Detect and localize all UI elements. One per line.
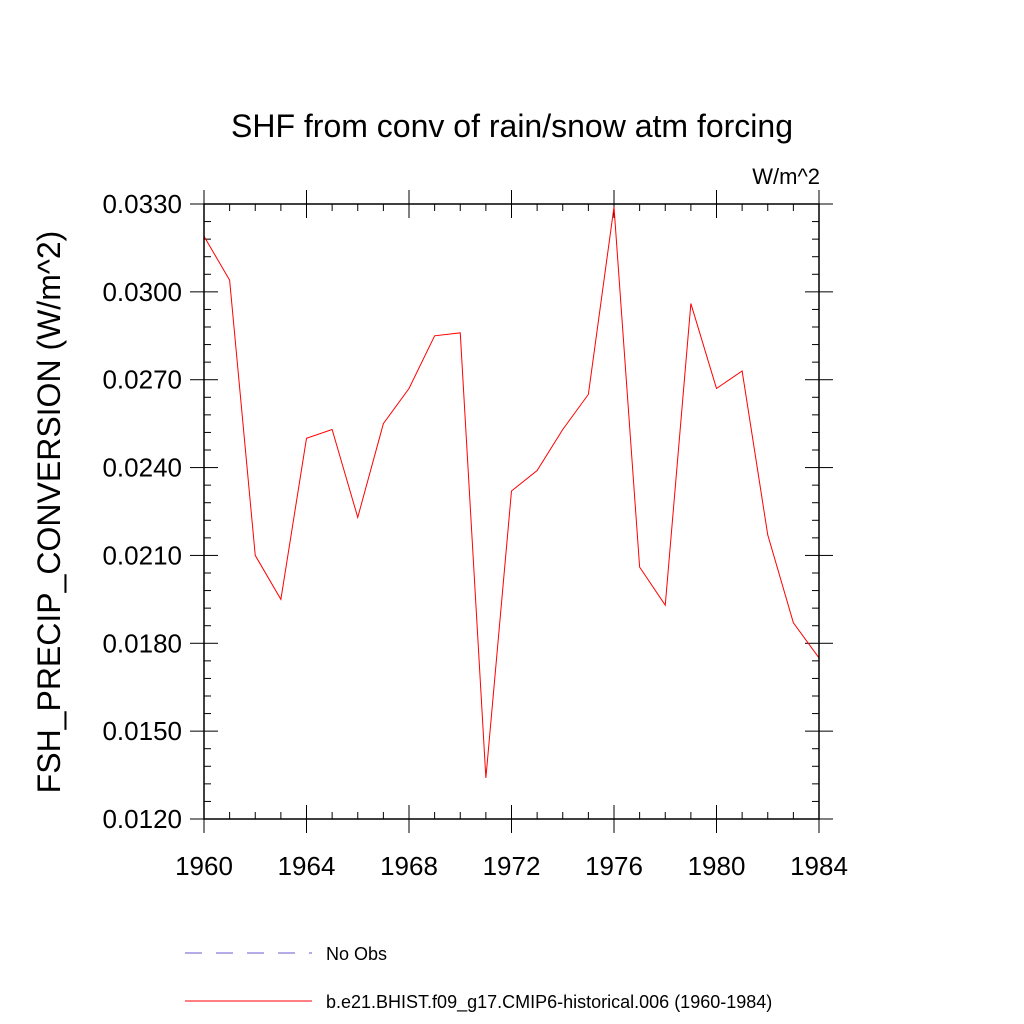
x-tick-label: 1964	[278, 851, 336, 881]
chart-title: SHF from conv of rain/snow atm forcing	[231, 108, 793, 144]
y-axis-label: FSH_PRECIP_CONVERSION (W/m^2)	[31, 231, 67, 794]
plot-frame	[203, 203, 820, 820]
y-tick-label: 0.0180	[102, 628, 182, 658]
y-tick-label: 0.0300	[102, 277, 182, 307]
legend: No Obs b.e21.BHIST.f09_g17.CMIP6-histori…	[185, 944, 772, 1013]
x-tick-label: 1968	[380, 851, 438, 881]
x-tick-label: 1976	[585, 851, 643, 881]
legend-label-no-obs: No Obs	[326, 944, 387, 964]
y-tick-label: 0.0330	[102, 189, 182, 219]
y-tick-label: 0.0150	[102, 716, 182, 746]
x-tick-label: 1972	[483, 851, 541, 881]
x-tick-label: 1984	[790, 851, 848, 881]
legend-label-model-run: b.e21.BHIST.f09_g17.CMIP6-historical.006…	[326, 992, 772, 1013]
y-tick-label: 0.0270	[102, 365, 182, 395]
y-tick-label: 0.0210	[102, 540, 182, 570]
y-tick-label: 0.0240	[102, 453, 182, 483]
axis-tick-labels: 1960 1964 1968 1972 1976 1980 1984 0.0120 0.0150…	[102, 189, 847, 881]
y-tick-label: 0.0120	[102, 804, 182, 834]
x-tick-label: 1960	[175, 851, 233, 881]
x-tick-label: 1980	[688, 851, 746, 881]
axis-ticks	[190, 190, 833, 833]
units-label: W/m^2	[752, 164, 820, 189]
series-layer	[203, 206, 820, 779]
series-line-1	[203, 206, 820, 779]
